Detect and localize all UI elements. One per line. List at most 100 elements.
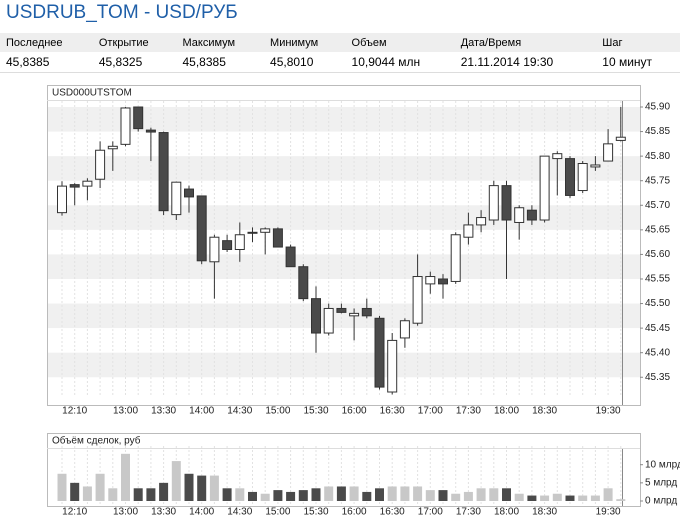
- candle-body: [336, 307, 347, 313]
- x-tick-label: 15:30: [303, 507, 328, 518]
- candle-body: [476, 217, 487, 226]
- x-tick-label: 12:10: [62, 406, 87, 417]
- y-tick-label: 5 млрд: [645, 477, 677, 488]
- x-tick-label: 14:30: [227, 406, 252, 417]
- header-cell: Максимум: [176, 33, 265, 52]
- value-cell: 45,8010: [264, 52, 346, 73]
- grid-band: [48, 156, 640, 181]
- volume-bar: [57, 473, 67, 501]
- y-tick-label: 45.75: [645, 175, 670, 186]
- x-tick-label: 13:00: [113, 406, 138, 417]
- candle-body: [399, 320, 410, 339]
- volume-bar: [184, 473, 194, 501]
- x-tick-label: 17:30: [456, 406, 481, 417]
- candle-body: [234, 234, 245, 251]
- x-tick-label: 18:30: [532, 507, 557, 518]
- x-tick-label: 16:30: [380, 507, 405, 518]
- x-tick-label: 19:30: [596, 507, 621, 518]
- x-tick-label: 14:00: [189, 406, 214, 417]
- volume-bar: [463, 491, 473, 501]
- y-tick-label: 45.70: [645, 200, 670, 211]
- x-tick-label: 15:00: [265, 406, 290, 417]
- grid-band: [48, 107, 640, 132]
- x-tick-label: 17:00: [418, 406, 443, 417]
- candle-body: [590, 164, 601, 168]
- x-tick-label: 14:00: [189, 507, 214, 518]
- volume-bar: [451, 493, 461, 501]
- candle-body: [387, 339, 398, 393]
- value-cell: 10 минут: [596, 52, 680, 73]
- header-cell: Дата/Время: [454, 33, 597, 52]
- volume-bar: [260, 493, 270, 501]
- candle-body: [298, 266, 309, 300]
- candle-body: [247, 231, 258, 234]
- candle-body: [311, 298, 321, 334]
- volume-bar: [616, 499, 626, 501]
- volume-title: Объём сделок, руб: [52, 435, 141, 447]
- volume-bar: [248, 491, 257, 501]
- grid-band: [48, 205, 640, 230]
- x-tick-label: 12:10: [62, 507, 87, 518]
- volume-bar: [273, 490, 283, 501]
- candle-body: [323, 307, 334, 334]
- y-tick-label: 45.90: [645, 102, 670, 113]
- x-tick-label: 13:30: [151, 507, 176, 518]
- candle-body: [374, 317, 385, 388]
- candle-body: [349, 312, 360, 317]
- volume-bar: [527, 495, 537, 501]
- volume-bar: [514, 493, 524, 501]
- volume-bar: [146, 488, 156, 501]
- candle-body: [514, 207, 525, 223]
- candle-body: [425, 276, 436, 285]
- volume-bar: [425, 490, 435, 501]
- volume-bar: [362, 491, 372, 501]
- volume-bar: [400, 486, 410, 501]
- candle-body: [285, 246, 296, 268]
- volume-bar: [121, 453, 130, 501]
- value-cell: 45,8385: [176, 52, 265, 73]
- candle-body: [450, 234, 461, 282]
- header-cell: Минимум: [264, 33, 346, 52]
- x-tick-label: 16:00: [342, 406, 367, 417]
- volume-bar: [197, 475, 207, 501]
- x-tick-label: 15:00: [265, 507, 290, 518]
- y-tick-label: 45.65: [645, 224, 670, 235]
- x-tick-label: 17:00: [418, 507, 443, 518]
- candle-body: [133, 106, 144, 130]
- candle-body: [57, 185, 67, 214]
- candle-body: [412, 276, 423, 324]
- volume-bar: [349, 486, 359, 501]
- grid-band: [48, 254, 640, 279]
- y-tick-label: 0 млрд: [645, 496, 677, 507]
- y-tick-label: 45.80: [645, 151, 670, 162]
- grid-band: [48, 352, 640, 378]
- volume-bar: [108, 488, 118, 501]
- volume-bar: [133, 488, 143, 501]
- volume-bar: [489, 488, 499, 501]
- volume-bar: [286, 491, 296, 501]
- volume-bar: [502, 488, 511, 501]
- candle-body: [565, 158, 575, 196]
- y-tick-label: 45.40: [645, 347, 670, 358]
- y-tick-label: 45.35: [645, 372, 670, 383]
- volume-bar: [70, 482, 80, 501]
- volume-bar: [95, 473, 105, 501]
- candle-body: [488, 185, 499, 221]
- quote-table: Последнее Открытие Максимум Минимум Объе…: [0, 33, 680, 73]
- volume-bar: [82, 486, 92, 501]
- candle-body: [501, 185, 512, 221]
- candle-body: [539, 155, 550, 221]
- volume-bar: [336, 486, 346, 501]
- candle-body: [260, 228, 271, 233]
- candle-body: [184, 188, 194, 198]
- candle-body: [438, 278, 448, 285]
- candle-body: [120, 107, 131, 145]
- candle-body: [196, 195, 207, 262]
- y-tick-label: 45.50: [645, 298, 670, 309]
- value-cell: 45,8325: [92, 52, 177, 73]
- value-cell: 45,8385: [0, 52, 93, 73]
- volume-bar: [438, 490, 448, 501]
- x-tick-label: 14:30: [227, 507, 252, 518]
